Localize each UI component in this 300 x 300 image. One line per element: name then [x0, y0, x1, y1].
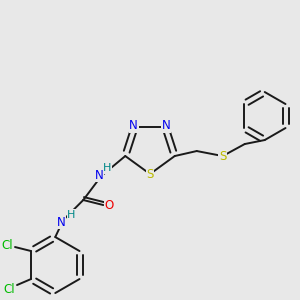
- Text: Cl: Cl: [3, 283, 15, 296]
- Text: H: H: [67, 210, 76, 220]
- Text: S: S: [146, 167, 154, 181]
- Text: N: N: [129, 119, 138, 133]
- Text: O: O: [105, 199, 114, 212]
- Text: Cl: Cl: [1, 238, 13, 251]
- Text: S: S: [219, 149, 226, 163]
- Text: N: N: [95, 169, 103, 182]
- Text: H: H: [103, 163, 112, 173]
- Text: N: N: [57, 215, 66, 229]
- Text: N: N: [162, 119, 171, 133]
